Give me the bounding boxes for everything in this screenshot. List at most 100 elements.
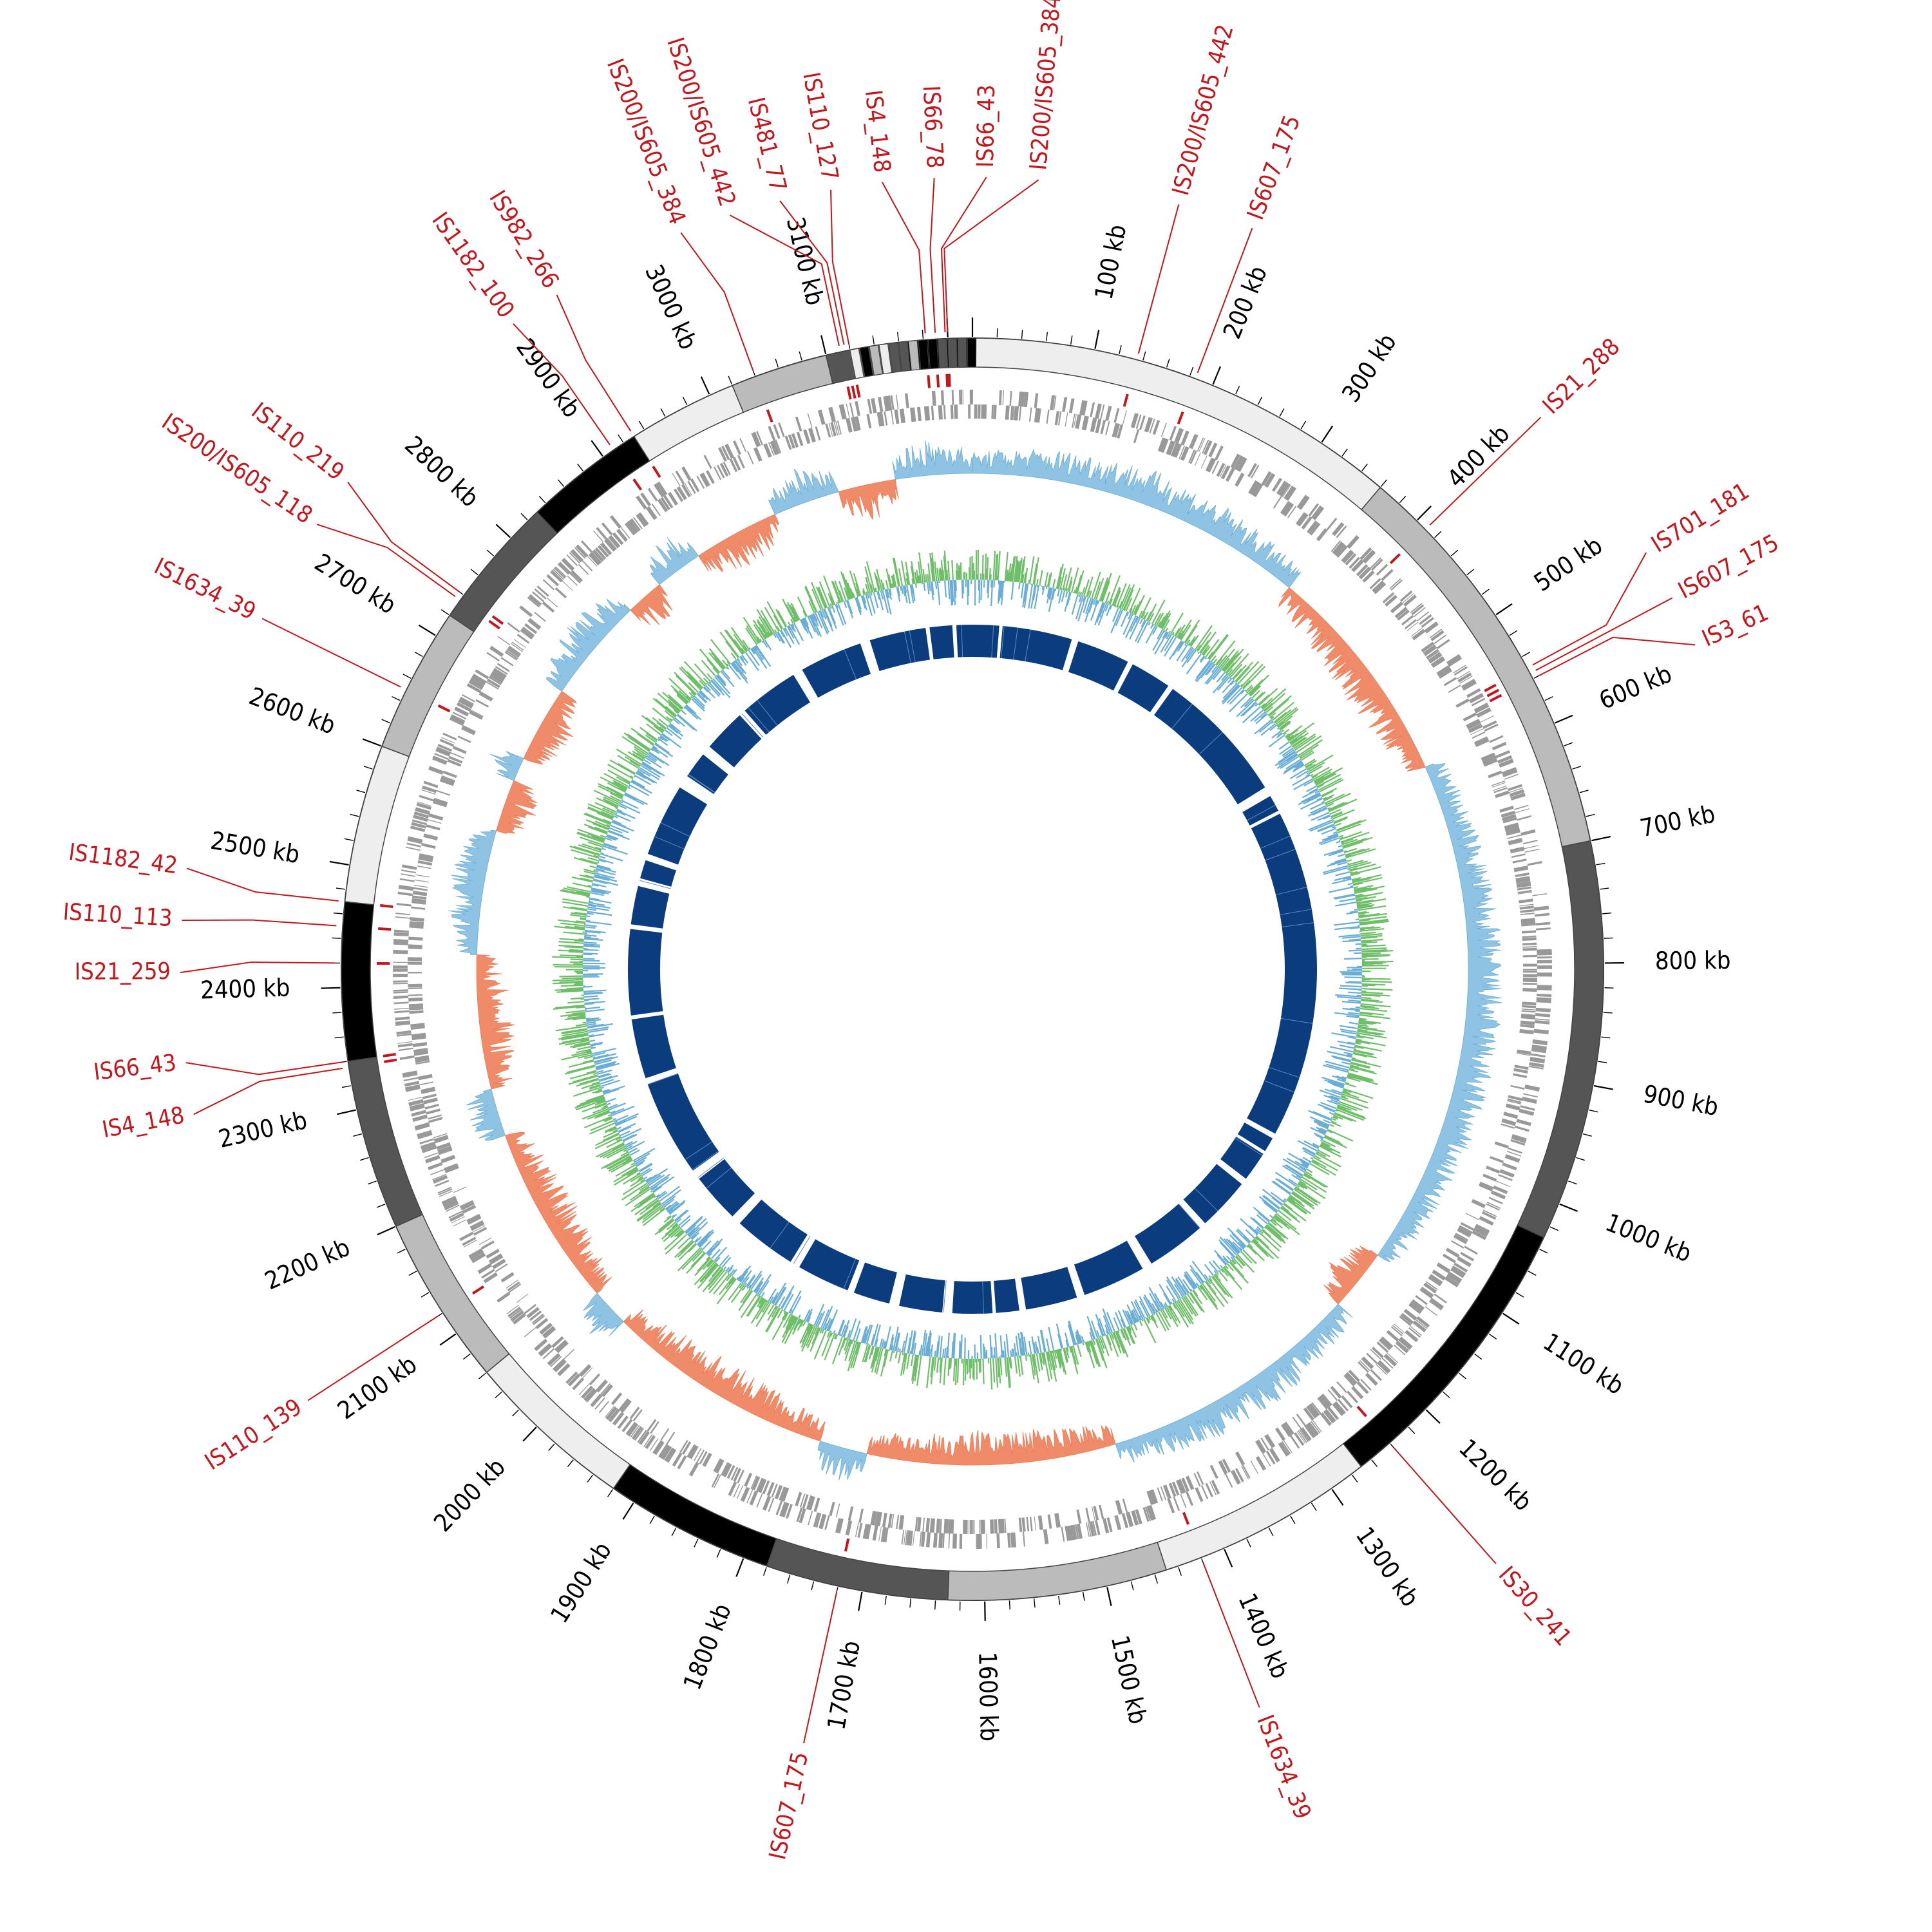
gene-segment	[650, 1421, 659, 1434]
gene-segment	[779, 1486, 786, 1501]
gene-segment	[1432, 1269, 1446, 1281]
gene-segment	[1311, 1402, 1321, 1415]
gene-segment	[1430, 630, 1444, 641]
gene-segment	[605, 1406, 616, 1419]
contig-block	[612, 1464, 777, 1567]
gene-segment	[1508, 1097, 1522, 1101]
gene-segment	[1510, 1084, 1525, 1090]
gene-segment	[1507, 1100, 1521, 1104]
gene-segment	[1505, 1103, 1520, 1111]
gene-segment	[1413, 607, 1426, 618]
gene-segment	[1481, 754, 1497, 763]
gene-segment	[1479, 1183, 1493, 1192]
gene-segment	[1389, 578, 1401, 589]
gene-segment	[1341, 1395, 1353, 1408]
gene-segment	[678, 486, 687, 500]
minor-tick	[671, 1528, 677, 1537]
gene-segment	[1152, 420, 1160, 435]
gene-segment	[1490, 1156, 1504, 1164]
gc-skew-negative	[1278, 587, 1426, 772]
gene-segment	[404, 1081, 420, 1087]
minor-tick	[716, 1549, 721, 1558]
gene-segment	[578, 1364, 592, 1378]
gene-segment	[1347, 1390, 1358, 1404]
gene-segment	[1495, 1180, 1510, 1187]
gene-segment	[546, 574, 559, 587]
gene-segment	[1046, 409, 1050, 424]
major-tick	[735, 1558, 744, 1577]
gene-segment	[1535, 1018, 1550, 1021]
gene-segment	[480, 1240, 495, 1250]
minor-tick	[587, 1474, 594, 1482]
is-element-mark	[846, 386, 852, 400]
gene-segment	[1442, 1253, 1456, 1264]
gene-segment	[1122, 1499, 1128, 1513]
gene-segment	[1326, 517, 1338, 531]
gene-segment	[1091, 1506, 1095, 1521]
contig-block	[766, 1538, 950, 1601]
gene-segment	[411, 1032, 426, 1037]
gene-segment	[1445, 1247, 1460, 1258]
gene-segment	[554, 1340, 568, 1352]
gene-segment	[601, 1384, 613, 1397]
is-element-mark	[1484, 683, 1497, 692]
core-genome-hairline	[844, 649, 857, 680]
gene-segment	[1253, 483, 1264, 497]
gene-segment	[1036, 408, 1041, 423]
gene-segment	[1451, 1240, 1464, 1249]
gene-segment	[535, 1318, 549, 1330]
gene-segment	[408, 836, 423, 842]
gene-segment	[1430, 656, 1444, 666]
gene-segment	[773, 424, 781, 439]
gene-segment	[1208, 442, 1218, 458]
gene-segment	[1100, 419, 1106, 435]
gene-segment	[1446, 654, 1461, 665]
gene-segment	[1400, 1314, 1413, 1325]
is-leader-line	[1535, 597, 1672, 671]
minor-tick	[363, 766, 373, 770]
gene-segment	[1022, 1531, 1026, 1547]
gene-segment	[1255, 1456, 1267, 1471]
gene-segment	[627, 520, 639, 534]
gene-segment	[1482, 1209, 1497, 1217]
gene-segment	[497, 1291, 511, 1303]
gene-segment	[626, 521, 637, 535]
gene-segment	[1511, 853, 1526, 858]
gene-segment	[1195, 1488, 1202, 1502]
gene-segment	[933, 1532, 938, 1548]
gene-segment	[472, 1225, 486, 1233]
gene-segment	[1531, 1048, 1547, 1054]
gene-segment	[436, 790, 451, 796]
gene-segment	[1473, 736, 1488, 744]
is-element-label: IS1182_42	[67, 839, 179, 879]
gene-segment	[428, 813, 444, 821]
gene-segment	[1081, 400, 1088, 416]
core-genome-block	[972, 625, 999, 658]
gene-segment	[414, 1122, 430, 1129]
gene-segment	[1363, 551, 1376, 564]
minor-tick	[486, 549, 495, 556]
gene-segment	[636, 495, 647, 510]
gene-segment	[418, 1074, 433, 1081]
gene-segment	[588, 553, 600, 566]
core-genome-hairline	[1025, 629, 1031, 662]
gene-segment	[410, 826, 426, 831]
gene-segment	[509, 1309, 522, 1319]
gene-segment	[1522, 979, 1537, 983]
gene-segment	[730, 1466, 739, 1481]
gene-segment	[436, 746, 451, 755]
core-genome-block	[899, 1274, 945, 1312]
gene-segment	[733, 1468, 742, 1482]
gene-segment	[1135, 414, 1142, 430]
minor-tick	[462, 1353, 471, 1360]
gene-segment	[766, 1482, 773, 1496]
gene-segment	[703, 455, 712, 469]
gene-segment	[520, 628, 534, 640]
gene-segment	[1460, 1251, 1475, 1262]
gene-segment	[1207, 458, 1217, 473]
gene-segment	[1424, 646, 1437, 656]
gene-segment	[1028, 407, 1032, 422]
gene-segment	[1130, 413, 1139, 428]
minor-tick	[1522, 652, 1531, 658]
